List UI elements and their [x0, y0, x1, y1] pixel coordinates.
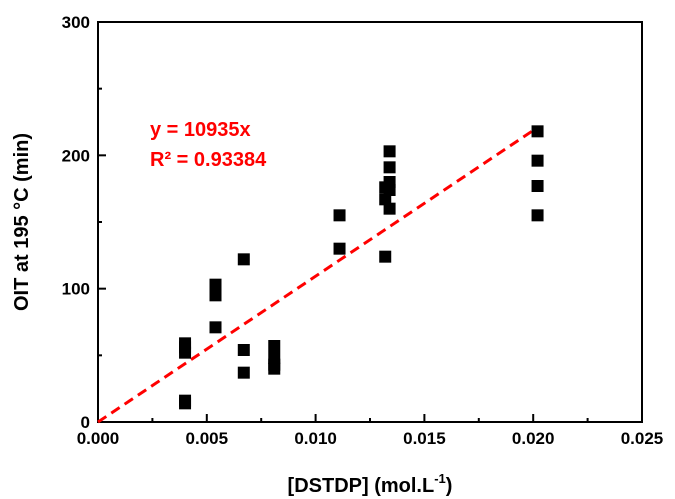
y-tick-label: 100: [62, 280, 90, 299]
data-point: [237, 366, 250, 379]
plot-frame: [97, 21, 643, 423]
data-point: [237, 344, 250, 356]
data-point: [383, 161, 396, 174]
data-point: [209, 289, 222, 302]
x-axis-title-close: ): [446, 475, 453, 497]
data-point: [179, 397, 192, 410]
y-tick-label: 300: [62, 13, 90, 32]
data-point: [333, 209, 346, 222]
data-point: [333, 242, 346, 255]
data-point: [531, 180, 544, 192]
y-tick-label: 200: [62, 146, 90, 165]
data-point: [531, 125, 544, 138]
data-point: [268, 340, 281, 352]
x-tick-label: 0.005: [186, 429, 229, 448]
fit-line: [97, 126, 539, 424]
data-point: [179, 346, 192, 359]
x-tick-label: 0.010: [294, 429, 337, 448]
x-tick-label: 0.000: [77, 429, 120, 448]
x-tick-label: 0.025: [621, 429, 664, 448]
data-point: [237, 253, 250, 266]
x-tick-label: 0.015: [403, 429, 446, 448]
axis-ticks: [97, 21, 643, 423]
x-axis-title: [DSTDP] (mol.L-1): [288, 471, 453, 497]
data-point: [383, 184, 396, 196]
x-tick-label: 0.020: [512, 429, 555, 448]
data-point: [268, 362, 281, 375]
data-point: [531, 154, 544, 167]
data-point: [531, 209, 544, 222]
data-point: [383, 202, 396, 215]
data-point: [383, 145, 396, 158]
x-axis-title-main: [DSTDP] (mol.L: [288, 475, 435, 497]
x-tick-labels: 0.000 0.005 0.010 0.015 0.020 0.025: [77, 429, 664, 448]
y-axis-title: OIT at 195 °C (min): [11, 133, 33, 311]
data-points: [179, 125, 544, 410]
data-point: [379, 193, 392, 206]
x-axis-title-superscript: -1: [434, 471, 446, 486]
y-tick-label: 0: [81, 413, 90, 432]
data-point: [209, 321, 222, 334]
fit-line-group: [97, 126, 539, 424]
data-point: [379, 250, 392, 263]
fit-r-squared: R² = 0.93384: [150, 149, 267, 171]
y-tick-labels: 0 100 200 300: [62, 13, 90, 432]
fit-equation: y = 10935x: [150, 119, 251, 141]
